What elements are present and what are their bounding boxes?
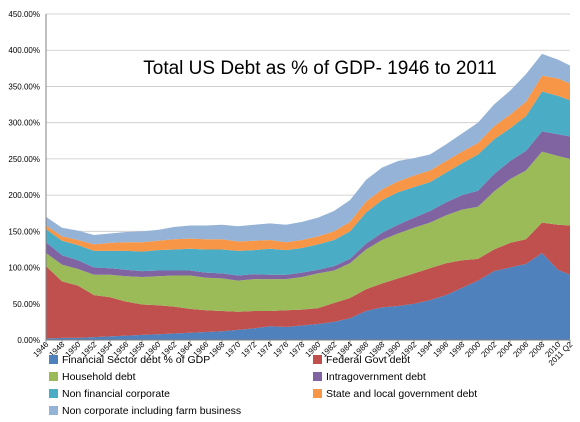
y-tick-label: 100.00%	[8, 264, 40, 273]
chart-title: Total US Debt as % of GDP- 1946 to 2011	[143, 58, 496, 79]
y-tick-labels: 0.00% 50.00% 100.00% 150.00% 200.00% 250.00% 3…	[8, 10, 40, 345]
legend-label-financial-sector-debt-of-gdp: Financial Sector debt % of GDP	[62, 354, 210, 366]
area-household-debt	[46, 151, 570, 312]
legend-label-non-financial-corporate: Non financial corporate	[62, 388, 170, 400]
legend-label-intragovernment-debt: Intragovernment debt	[326, 371, 426, 383]
legend-swatch-household-debt	[49, 372, 58, 381]
legend-swatch-state-and-local-government-debt	[313, 389, 322, 398]
y-tick-label: 250.00%	[8, 155, 40, 164]
y-tick-label: 350.00%	[8, 82, 40, 91]
legend-swatch-federal-govt-debt	[313, 355, 322, 364]
area-series-group	[46, 53, 570, 340]
area-federal-govt-debt	[46, 222, 570, 339]
axes	[45, 14, 571, 343]
y-tick-label: 400.00%	[8, 46, 40, 55]
y-tick-label: 450.00%	[8, 10, 40, 19]
y-tick-label: 50.00%	[13, 300, 40, 309]
legend-swatch-non-financial-corporate	[49, 389, 58, 398]
legend-label-non-corporate-including-farm-business: Non corporate including farm business	[62, 405, 241, 417]
area-non-financial-corporate	[46, 91, 570, 276]
legend-label-federal-govt-debt: Federal Govt debt	[326, 354, 410, 366]
y-tick-label: 300.00%	[8, 119, 40, 128]
area-non-corporate-including-farm-business	[46, 53, 570, 245]
legend-label-household-debt: Household debt	[62, 371, 136, 383]
legend-swatch-intragovernment-debt	[313, 372, 322, 381]
area-financial-sector-debt-of-gdp	[46, 253, 570, 340]
legend-swatch-non-corporate-including-farm-business	[49, 406, 58, 415]
legend-swatch-financial-sector-debt-of-gdp	[49, 355, 58, 364]
legend-label-state-and-local-government-debt: State and local government debt	[326, 388, 477, 400]
y-tick-label: 0.00%	[17, 336, 40, 345]
y-tick-label: 150.00%	[8, 227, 40, 236]
area-intragovernment-debt	[46, 131, 570, 281]
y-tick-label: 200.00%	[8, 191, 40, 200]
legend: Financial Sector debt % of GDP Federal Go…	[49, 354, 477, 417]
